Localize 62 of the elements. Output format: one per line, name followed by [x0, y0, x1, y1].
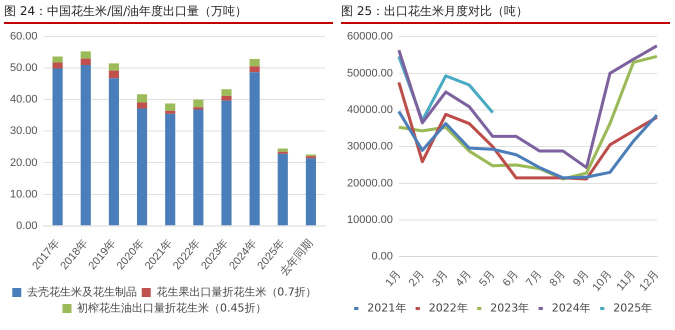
bar — [108, 63, 119, 71]
bar — [221, 89, 232, 96]
bar — [278, 154, 288, 226]
chart-title: 图 24：中国花生米/国/油年度出口量（万吨） — [4, 0, 333, 24]
bar — [80, 51, 91, 59]
legend-label: 初榨花生油出口量折花生米（0.45折） — [77, 301, 267, 314]
bar — [108, 78, 119, 226]
legend-label: 2025年 — [613, 301, 652, 314]
y-tick-label: 40000.00 — [346, 104, 393, 116]
bar — [193, 100, 204, 108]
bar — [165, 114, 176, 226]
bar — [136, 102, 148, 108]
legend-label: 花生果出口量折花生米（0.7折） — [156, 285, 317, 298]
y-tick-label: 40.00 — [10, 94, 38, 106]
bar — [52, 62, 63, 68]
bar — [250, 58, 260, 66]
legend-label: 2023年 — [490, 301, 530, 314]
x-tick-label: 4月 — [454, 268, 474, 289]
x-tick-label: 9月 — [570, 268, 592, 289]
chart-title: 图 25：出口花生米月度对比（吨） — [341, 0, 670, 24]
bar — [80, 64, 91, 226]
x-tick-label: 2月 — [406, 268, 427, 289]
bar — [165, 110, 176, 114]
bar — [250, 66, 260, 72]
x-tick-label: 8月 — [547, 268, 568, 289]
legend-label: 2024年 — [552, 301, 591, 314]
y-tick-label: 60.00 — [10, 30, 38, 43]
x-tick-label: 11月 — [614, 268, 638, 294]
y-tick-label: 20.00 — [10, 156, 38, 169]
bar — [306, 158, 316, 226]
bar — [193, 109, 204, 226]
x-tick-label: 1月 — [383, 268, 404, 289]
x-tick-label: 5月 — [477, 268, 498, 289]
y-tick-label: 0.00 — [371, 250, 393, 263]
y-tick-label: 30.00 — [10, 125, 38, 138]
bar — [52, 56, 63, 62]
y-tick-label: 60000.00 — [346, 30, 393, 43]
bar — [221, 96, 232, 101]
y-tick-label: 0.00 — [16, 220, 38, 232]
bar — [165, 103, 176, 111]
y-tick-label: 10000.00 — [346, 214, 393, 226]
bar — [250, 72, 260, 226]
legend-label: 2022年 — [428, 301, 468, 314]
bar — [278, 148, 288, 152]
x-tick-label: 12月 — [637, 268, 662, 294]
x-tick-label: 10月 — [590, 268, 615, 294]
bar — [52, 68, 63, 226]
y-tick-label: 10.00 — [10, 188, 38, 200]
bar — [80, 58, 91, 65]
y-tick-label: 50.00 — [10, 62, 38, 74]
bar — [136, 108, 148, 226]
legend-label: 去壳花生米及花生制品 — [26, 285, 137, 298]
y-tick-label: 20000.00 — [346, 177, 393, 190]
bar — [136, 94, 148, 103]
x-tick-label: 3月 — [430, 268, 450, 289]
bar — [221, 100, 232, 226]
x-tick-label: 6月 — [500, 268, 521, 289]
y-tick-label: 30000.00 — [346, 140, 393, 153]
x-tick-label: 7月 — [524, 268, 544, 289]
y-tick-label: 50000.00 — [346, 67, 393, 80]
bar — [108, 70, 119, 78]
legend-label: 2021年 — [367, 301, 406, 314]
